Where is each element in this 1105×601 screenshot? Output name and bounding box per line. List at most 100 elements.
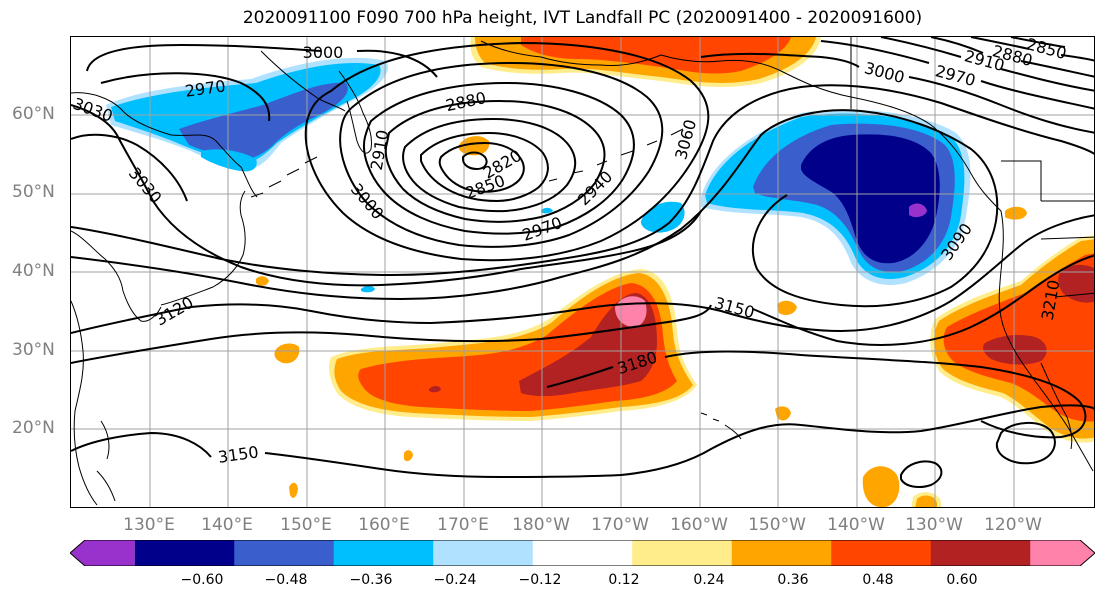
contour-3180-ridge (546, 350, 1087, 439)
colorbar-segments (70, 540, 1095, 566)
coastline-baja (1040, 362, 1073, 450)
contour-3150-closed-central (900, 460, 943, 488)
shading-orange-patch-f (862, 466, 900, 507)
shading-orange-small-1 (1005, 206, 1027, 220)
shading-darkred-california-2 (1058, 264, 1094, 303)
contour-label: 3000 (303, 43, 344, 62)
lon-label-170e: 170°E (437, 515, 489, 535)
map-canvas: 3000 2970 3030 3030 2880 2910 2820 2850 … (71, 37, 1094, 507)
map-panel: 3000 2970 3030 3030 2880 2910 2820 2850 … (70, 36, 1095, 508)
shading-darkred-small (429, 386, 441, 393)
colorbar-segment (930, 540, 1031, 566)
coastline-japan (160, 190, 246, 306)
contour-2820-low (438, 141, 525, 193)
lon-label-160e: 160°E (358, 515, 410, 535)
contour-label: 3000 (347, 180, 388, 223)
shading-cyan-small-patch-1 (361, 286, 375, 293)
lon-label-120w: 120°W (984, 515, 1042, 535)
lat-label-40n: 40°N (12, 261, 55, 281)
map-title: 2020091100 F090 700 hPa height, IVT Land… (242, 8, 923, 28)
colorbar-segment (831, 540, 932, 566)
shading-orange-patch-g (915, 495, 937, 507)
contour-label: 2880 (444, 88, 488, 115)
contour-2970-ne (820, 40, 1094, 110)
contour-label: 3000 (862, 58, 906, 87)
shading-orange-small-2 (256, 276, 269, 286)
contour-2970-west (100, 72, 271, 122)
border-us-mexico (1040, 236, 1094, 298)
colorbar-segment (70, 540, 135, 566)
lon-label-140w: 140°W (827, 515, 885, 535)
coastline-alaska-siberia (480, 40, 662, 66)
contour-2940-ne (880, 37, 1094, 92)
colorbar-tick-label: −0.36 (349, 572, 393, 588)
contour-label: 3030 (125, 164, 166, 207)
shading-orange-patch-c (775, 406, 791, 421)
contour-label: 3150 (217, 442, 260, 466)
colorbar-tick-label: 0.48 (862, 572, 894, 588)
contour-label: 3030 (71, 94, 115, 126)
lon-label-150e: 150°E (280, 515, 332, 535)
colorbar-tick-label: −0.60 (180, 572, 224, 588)
contour-2850-ne (1010, 37, 1066, 48)
shading-orange-patch-d (289, 482, 298, 498)
contour-3150-closed-east (995, 422, 1056, 465)
coastline-korea-china (71, 230, 162, 322)
contour-2880-low (402, 117, 577, 213)
contour-3090-west (71, 109, 999, 308)
colorbar-tick-label: 0.12 (608, 572, 640, 588)
coastline-siberia-okhotsk (71, 92, 258, 198)
coastline-aleutians (548, 128, 684, 182)
contour-3000-ne (700, 52, 1094, 134)
contour-2790-center (462, 151, 488, 171)
colorbar-segment (433, 540, 534, 566)
lat-label-60n: 60°N (12, 104, 55, 124)
shading-purple-alaska (909, 203, 927, 218)
colorbar (70, 540, 1095, 566)
contour-3000-low (304, 41, 710, 262)
border-canada-us (850, 37, 1094, 202)
colorbar-tick-label: −0.24 (433, 572, 477, 588)
colorbar-segment (532, 540, 633, 566)
shading-cyan-small-patch-2 (541, 207, 553, 214)
contour-2910-ne (930, 37, 1094, 78)
lat-label-50n: 50°N (12, 182, 55, 202)
contour-3150-mid (71, 254, 1094, 364)
contour-3060-west (71, 84, 1094, 277)
contour-label: 2940 (574, 167, 616, 209)
colorbar-segment (1030, 540, 1095, 566)
lon-label-180w: 180°W (512, 515, 570, 535)
contour-2880-ne (970, 37, 1094, 62)
colorbar-segment (632, 540, 733, 566)
colorbar-segment (731, 540, 832, 566)
coastline-taiwan-philippines (96, 420, 116, 502)
contour-3030-west (71, 104, 702, 287)
contour-2940-low (363, 81, 635, 235)
contour-label: 2850 (463, 171, 508, 203)
shading-orange-patch-b (777, 300, 797, 315)
colorbar-segment (333, 540, 434, 566)
colorbar-segment (134, 540, 235, 566)
lat-label-20n: 20°N (12, 418, 55, 438)
lon-label-130e: 130°E (123, 515, 175, 535)
ivt-anomaly-shading (106, 37, 1094, 507)
colorbar-segment (234, 540, 335, 566)
shading-blue-okhotsk (179, 82, 348, 160)
shading-orange-patch-e (404, 450, 413, 462)
contour-3150-south (71, 404, 1094, 479)
shading-orange-center-low (458, 136, 490, 156)
coastline-kuril-islands (250, 156, 318, 198)
lon-label-130w: 130°W (905, 515, 963, 535)
lon-label-140e: 140°E (201, 515, 253, 535)
contour-label: 3150 (712, 293, 756, 322)
shading-cyan-okhotsk-tail (201, 149, 257, 172)
colorbar-tick-label: −0.48 (264, 572, 308, 588)
shading-navy-alaska (801, 134, 940, 264)
contour-2910-low (384, 99, 606, 223)
colorbar-tick-label: 0.24 (693, 572, 725, 588)
contour-label: 3120 (152, 293, 197, 330)
coastline-hawaii (700, 412, 742, 440)
height-contours (71, 37, 1094, 488)
colorbar-tick-label: 0.36 (777, 572, 809, 588)
shading-orange-patch-a (274, 343, 300, 364)
